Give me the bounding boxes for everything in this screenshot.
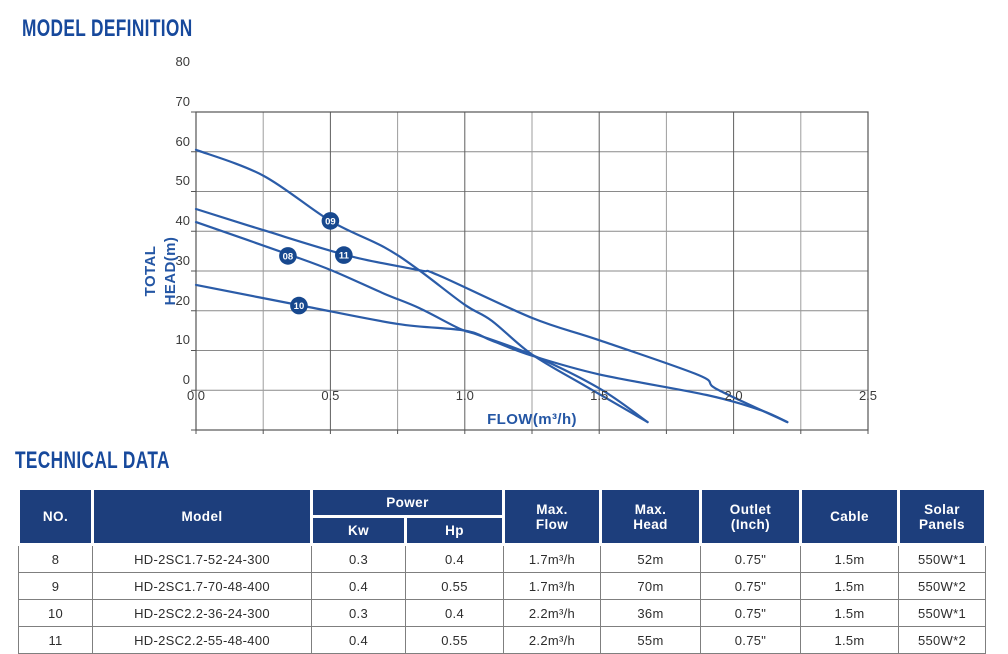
table-row: 11 HD-2SC2.2-55-48-400 0.4 0.55 2.2m³/h 55m 0.…	[18, 626, 986, 654]
x-tick-label: 2.5	[858, 388, 878, 403]
cell: 1.5m	[800, 599, 899, 627]
cell: HD-2SC2.2-55-48-400	[92, 626, 312, 654]
cell: 55m	[600, 626, 701, 654]
cell: 0.75"	[700, 626, 801, 654]
x-axis-label: FLOW(m³/h)	[487, 411, 577, 428]
cell: 1.5m	[800, 626, 899, 654]
col-header-solar-panels: Solar Panels	[897, 487, 987, 546]
col-header-power: Power	[310, 487, 505, 518]
y-tick-label: 70	[175, 93, 190, 109]
table-row: 10 HD-2SC2.2-36-24-300 0.3 0.4 2.2m³/h 36m 0.7…	[18, 599, 986, 627]
cell: 550W*1	[898, 544, 986, 573]
cell: 1.7m³/h	[503, 572, 601, 600]
y-tick-label: 40	[175, 213, 190, 228]
cell: 36m	[600, 599, 701, 627]
page-title-model-definition: MODEL DEFINITION	[22, 17, 259, 41]
table-row: 8 HD-2SC1.7-52-24-300 0.3 0.4 1.7m³/h 52m 0.75…	[18, 544, 986, 573]
cell: 1.7m³/h	[503, 544, 601, 573]
curve-09	[194, 148, 649, 424]
y-tick-label: 30	[175, 252, 190, 268]
y-tick-label: 60	[175, 133, 190, 149]
table-header: NO. Model Power Max. Flow Max. Head Outlet (I…	[17, 487, 987, 546]
x-tick-label: 2.0	[724, 388, 743, 403]
table-body: 8 HD-2SC1.7-52-24-300 0.3 0.4 1.7m³/h 52m 0.75…	[18, 544, 986, 654]
cell: 0.75"	[700, 572, 801, 600]
cell: 2.2m³/h	[503, 626, 601, 654]
col-header-no: NO.	[17, 487, 94, 546]
svg-text:09: 09	[325, 216, 336, 227]
pump-performance-chart: 08 09 10 11 0 10 20 30 40 50 60 70 80 0.0 0.5 1.0 1.5 2…	[0, 50, 1008, 440]
chart-plot-area: 08 09 10 11	[191, 111, 869, 434]
cell: 550W*2	[898, 626, 986, 654]
col-header-outlet-inch: Outlet (Inch)	[699, 487, 802, 546]
col-header-model: Model	[91, 487, 313, 546]
y-tick-label: 50	[175, 173, 190, 189]
cell: 0.55	[405, 572, 504, 600]
svg-text:10: 10	[294, 301, 305, 312]
cell: 1.5m	[800, 544, 899, 573]
page-title-technical-data-text: TECHNICAL DATA	[15, 447, 170, 474]
svg-text:08: 08	[283, 251, 294, 262]
cell: 0.3	[311, 544, 406, 573]
cell: 550W*1	[898, 599, 986, 627]
chart-gridlines	[191, 111, 869, 434]
curve-label-09: 09	[321, 212, 340, 230]
cell: 0.75"	[700, 599, 801, 627]
svg-text:11: 11	[339, 251, 350, 262]
curve-10	[194, 283, 789, 424]
x-tick-label: 1.0	[455, 388, 474, 403]
x-tick-label: 0.0	[186, 388, 206, 403]
page-title-technical-data: TECHNICAL DATA	[15, 449, 230, 473]
chart-curves	[194, 148, 789, 424]
cell: HD-2SC1.7-70-48-400	[92, 572, 312, 600]
cell: 52m	[600, 544, 701, 573]
chart-curve-badges: 08 09 10 11	[279, 212, 353, 315]
y-tick-label: 10	[175, 332, 190, 348]
cell: HD-2SC1.7-52-24-300	[92, 544, 312, 573]
col-header-max-head: Max. Head	[599, 487, 702, 546]
y-axis-label: TOTAL HEAD(m)	[142, 236, 179, 306]
cell: 550W*2	[898, 572, 986, 600]
curve-label-11: 11	[335, 246, 353, 264]
cell: 0.55	[405, 626, 504, 654]
page-title-model-definition-text: MODEL DEFINITION	[22, 15, 193, 42]
cell: 0.75"	[700, 544, 801, 573]
cell: 11	[18, 626, 93, 654]
col-header-hp: Hp	[404, 515, 505, 546]
table-row: 9 HD-2SC1.7-70-48-400 0.4 0.55 1.7m³/h 70m 0.7…	[18, 572, 986, 600]
cell: 70m	[600, 572, 701, 600]
curve-08	[194, 221, 649, 424]
col-header-kw: Kw	[310, 515, 407, 546]
cell: 0.4	[405, 599, 504, 627]
cell: 9	[18, 572, 93, 600]
y-tick-label: 80	[175, 54, 190, 69]
cell: 8	[18, 544, 93, 573]
cell: 10	[18, 599, 93, 627]
x-tick-label: 0.5	[321, 388, 340, 403]
cell: 0.4	[311, 572, 406, 600]
cell: HD-2SC2.2-36-24-300	[92, 599, 312, 627]
cell: 1.5m	[800, 572, 899, 600]
y-tick-label: 20	[175, 292, 190, 308]
x-tick-label: 1.5	[590, 388, 609, 403]
curve-label-10: 10	[290, 296, 308, 315]
col-header-cable: Cable	[799, 487, 900, 546]
cell: 0.4	[311, 626, 406, 654]
cell: 2.2m³/h	[503, 599, 601, 627]
technical-data-table: NO. Model Power Max. Flow Max. Head Outlet (I…	[17, 487, 987, 654]
cell: 0.4	[405, 544, 504, 573]
cell: 0.3	[311, 599, 406, 627]
curve-label-08: 08	[279, 247, 297, 265]
y-tick-label: 0	[182, 372, 190, 387]
col-header-max-flow: Max. Flow	[502, 487, 602, 546]
curve-11	[194, 207, 789, 424]
